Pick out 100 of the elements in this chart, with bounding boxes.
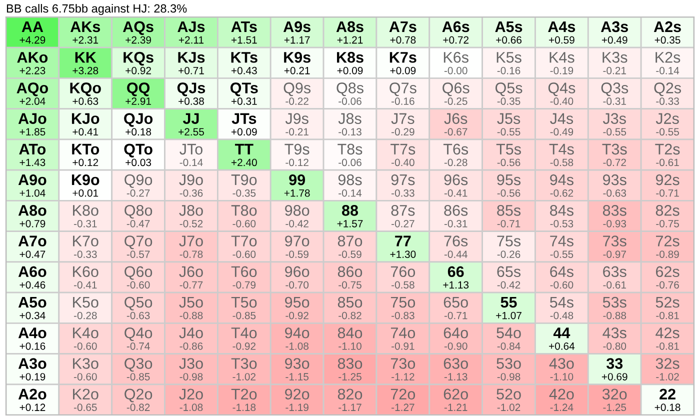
data-label: -0.59 — [338, 250, 362, 258]
text: 75s — [497, 236, 521, 246]
text: J7s — [391, 113, 414, 124]
data-label: +2.91 — [126, 98, 151, 105]
data-label: -0.31 — [444, 220, 468, 228]
text: J7o — [179, 236, 203, 246]
text: A2o — [18, 388, 46, 400]
data-label: +2.11 — [178, 36, 204, 44]
text: 53o — [496, 358, 521, 369]
text: Q9o — [124, 174, 152, 188]
data-label: +0.35 — [654, 36, 680, 44]
text: T4o — [231, 328, 257, 338]
data-label: -1.17 — [338, 404, 362, 411]
data-label: +0.59 — [549, 36, 574, 44]
data-label: -0.44 — [444, 250, 468, 258]
data-label: +0.72 — [443, 36, 468, 44]
text: T3o — [231, 358, 257, 369]
data-label: -0.28 — [444, 158, 468, 166]
data-label: +0.92 — [126, 66, 151, 74]
text: AJo — [18, 113, 46, 124]
data-label: +0.18 — [126, 128, 152, 136]
text: A8o — [18, 204, 46, 216]
text: 97o — [285, 236, 310, 246]
text: K5s — [496, 52, 522, 63]
data-label: -1.25 — [603, 404, 626, 412]
text: AA — [22, 21, 44, 32]
text: T8s — [338, 144, 362, 155]
text: QTs — [230, 82, 258, 96]
text: KJs — [178, 52, 205, 63]
text: Q9s — [284, 82, 311, 96]
text: 86s — [444, 204, 468, 216]
text: A8s — [336, 21, 364, 32]
data-label: -0.61 — [656, 158, 679, 166]
data-label: -0.31 — [74, 220, 97, 228]
text: 72s — [656, 236, 680, 246]
text: KJo — [72, 113, 100, 124]
data-label: +0.79 — [20, 220, 46, 228]
data-label: +0.09 — [337, 66, 363, 74]
data-label: -0.88 — [603, 312, 626, 320]
data-label: -0.21 — [286, 128, 308, 136]
text: 54o — [496, 328, 521, 338]
text: AQs — [122, 21, 154, 35]
data-label: +0.18 — [654, 404, 680, 412]
text: 66 — [448, 266, 464, 278]
text: Q6s — [442, 82, 470, 96]
text: A3s — [600, 21, 628, 32]
text: 54s — [550, 297, 574, 308]
data-label: +0.64 — [549, 342, 575, 350]
text: 97s — [391, 174, 415, 186]
data-label: +1.43 — [20, 158, 46, 166]
text: A7s — [389, 21, 416, 32]
data-label: -0.84 — [497, 342, 520, 350]
data-label: +0.12 — [20, 404, 46, 412]
text: T5o — [231, 297, 257, 308]
text: Q7s — [390, 82, 416, 96]
data-label: -0.60 — [232, 250, 256, 258]
data-label: +0.12 — [72, 158, 98, 166]
text: A6o — [18, 266, 46, 278]
text: 83o — [338, 358, 362, 369]
text: 72o — [390, 388, 416, 400]
data-label: +2.31 — [72, 36, 98, 44]
text: Q4o — [124, 327, 152, 342]
data-label: -0.76 — [656, 281, 679, 289]
data-label: +0.66 — [496, 36, 522, 44]
text: 88 — [342, 204, 358, 216]
text: Q8o — [124, 204, 152, 219]
text: ATo — [19, 144, 46, 155]
text: K7s — [390, 52, 416, 63]
text: AQo — [16, 82, 48, 96]
data-label: -0.58 — [392, 281, 414, 289]
text: T7s — [390, 144, 416, 155]
data-label: -1.10 — [550, 373, 574, 380]
text: 82s — [656, 204, 680, 216]
text: 73o — [390, 358, 416, 369]
text: 62o — [444, 388, 468, 400]
data-label: -0.97 — [603, 250, 626, 258]
data-label: +1.78 — [284, 189, 310, 197]
data-label: -0.33 — [74, 250, 97, 258]
text: Q2o — [124, 388, 152, 402]
data-label: -0.71 — [497, 220, 520, 228]
data-label: +2.39 — [126, 36, 151, 44]
data-label: -0.49 — [550, 128, 574, 136]
text: 93o — [285, 358, 310, 369]
data-label: +0.09 — [231, 128, 257, 136]
text: K4s — [550, 52, 574, 63]
text: K7o — [73, 236, 98, 246]
text: KTs — [231, 52, 258, 63]
text: T2o — [231, 388, 257, 400]
text: 87s — [391, 204, 415, 216]
text: K2s — [656, 52, 680, 63]
data-label: +2.55 — [178, 128, 204, 136]
text: 62s — [656, 266, 680, 278]
text: 42s — [656, 327, 680, 338]
data-label: +0.47 — [20, 250, 46, 258]
data-label: -0.55 — [603, 128, 626, 136]
data-label: -0.60 — [74, 342, 97, 350]
text: K9o — [72, 174, 100, 186]
text: KTo — [72, 144, 100, 155]
data-label: -0.14 — [656, 66, 680, 74]
text: 85o — [338, 296, 362, 308]
